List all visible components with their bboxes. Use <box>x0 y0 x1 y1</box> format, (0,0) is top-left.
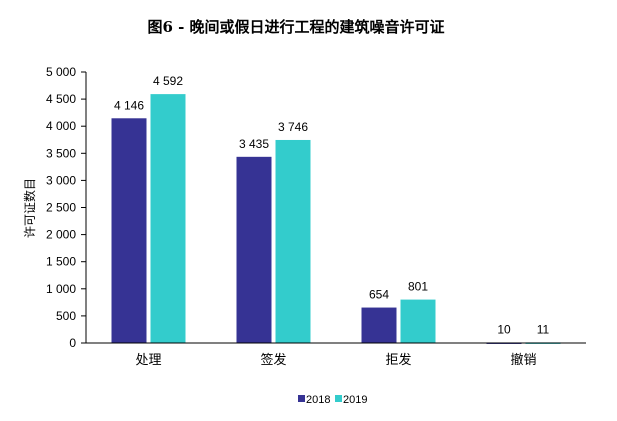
y-tick-label: 4 500 <box>46 92 76 106</box>
chart-title: 图6 - 晚间或假日进行工程的建筑噪音许可证 <box>147 18 444 36</box>
y-tick-label: 2 000 <box>46 228 76 242</box>
y-tick-label: 0 <box>69 336 76 350</box>
y-tick-label: 3 500 <box>46 146 76 160</box>
legend-swatch-2018 <box>298 395 305 402</box>
data-label: 3 435 <box>239 137 269 151</box>
data-label: 801 <box>408 280 428 294</box>
data-label: 4 592 <box>153 74 183 88</box>
y-axis-label: 许可证数目 <box>22 178 37 238</box>
legend-label: 2018 <box>306 394 330 406</box>
x-tick-label: 处理 <box>135 352 161 367</box>
y-tick-label: 2 500 <box>46 201 76 215</box>
data-label: 654 <box>369 288 389 302</box>
y-tick-label: 4 000 <box>46 119 76 133</box>
data-label: 4 146 <box>114 98 144 112</box>
x-tick-label: 撤销 <box>510 352 536 367</box>
data-label: 10 <box>497 322 511 336</box>
y-tick-label: 3 000 <box>46 173 76 187</box>
y-tick-label: 1 500 <box>46 255 76 269</box>
y-tick-label: 500 <box>56 309 76 323</box>
x-tick-label: 拒发 <box>385 352 411 367</box>
bar-2019-3 <box>400 299 436 343</box>
bar-2019-2 <box>275 139 311 343</box>
bar-2019-1 <box>150 94 186 343</box>
data-label: 3 746 <box>278 120 308 134</box>
data-label: 11 <box>537 322 550 336</box>
y-tick-label: 1 000 <box>46 282 76 296</box>
x-tick-label: 签发 <box>260 352 286 367</box>
bar-2018-1 <box>111 118 147 343</box>
bar-2018-2 <box>236 156 272 343</box>
bar-2018-3 <box>361 307 397 343</box>
legend-label: 2019 <box>343 394 367 406</box>
y-tick-label: 5 000 <box>46 65 76 79</box>
legend-swatch-2019 <box>335 395 342 402</box>
